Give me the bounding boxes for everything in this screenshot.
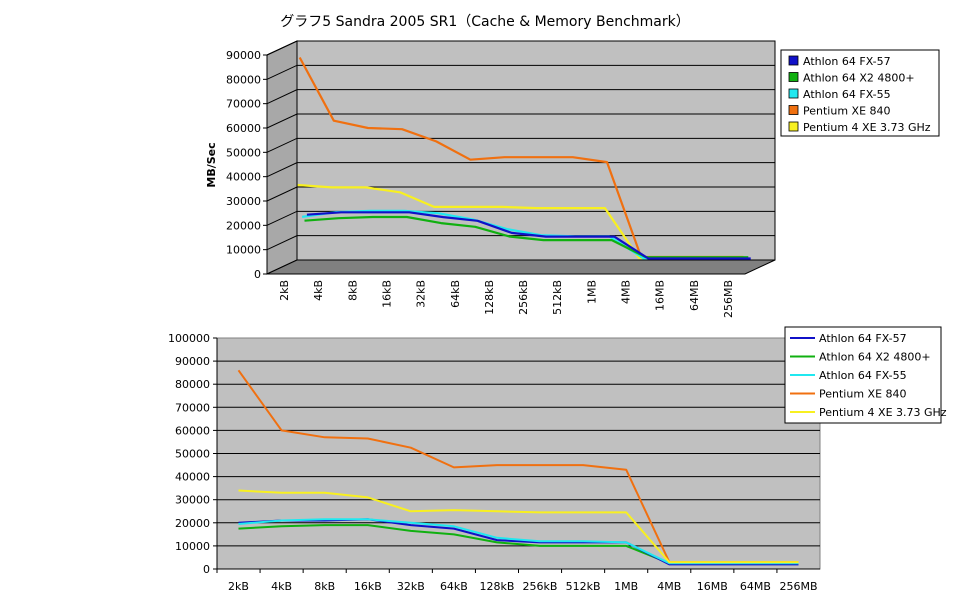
legend-label: Athlon 64 FX-57 [803, 55, 891, 68]
gridline [266, 113, 775, 129]
x-tick-label: 256kB [517, 280, 530, 315]
x-tick-label: 32kB [397, 580, 425, 593]
gridline [266, 162, 775, 178]
series-line-2 [304, 215, 749, 259]
x-tick-label: 512kB [566, 580, 601, 593]
legend-label: Athlon 64 FX-55 [803, 88, 891, 101]
y-tick-label: 10000 [226, 244, 261, 257]
x-tick-label: 16kB [354, 580, 382, 593]
chart-3d-line: 0 10000 20000 30000 40000 50000 60000 70000 8000… [205, 40, 940, 318]
series-line-3 [238, 518, 799, 565]
x-tick-label: 128kB [480, 580, 515, 593]
y-tick-label: 10000 [175, 540, 210, 553]
chart-2d-line: 0 10000 20000 30000 40000 50000 60000 70000 8000… [168, 326, 947, 593]
legend-swatch [788, 55, 799, 66]
x-tick-label: 1MB [585, 280, 598, 304]
y-axis-label: MB/Sec [205, 142, 218, 187]
y-tick-label: 0 [254, 268, 261, 281]
legend-label: Athlon 64 FX-55 [819, 369, 907, 382]
x-tick-label: 64kB [449, 280, 462, 308]
y-tick-label: 60000 [175, 424, 210, 437]
y-tick-label: 70000 [226, 98, 261, 111]
gridline [266, 40, 775, 56]
side-wall [266, 40, 298, 275]
floor [266, 259, 776, 275]
legend-label: Pentium XE 840 [819, 388, 907, 401]
legend-label: Pentium 4 XE 3.73 GHz [803, 121, 931, 134]
x-tick-label: 4kB [312, 280, 325, 301]
x-tick-label: 32kB [415, 280, 428, 308]
gridline [266, 137, 775, 153]
y-tick-label: 90000 [175, 355, 210, 368]
y-tick-label: 20000 [226, 219, 261, 232]
y-tick-label: 50000 [226, 146, 261, 159]
x-tick-label: 256MB [722, 280, 735, 318]
x-tick-label: 8kB [346, 280, 359, 301]
legend-label: Athlon 64 X2 4800+ [803, 72, 915, 85]
legend-swatch [788, 88, 799, 99]
x-tick-label: 64MB [740, 580, 771, 593]
x-tick-label: 256MB [779, 580, 817, 593]
x-tick-label: 16MB [697, 580, 728, 593]
y-tick-label: 100000 [168, 332, 210, 345]
y-tick-label: 20000 [175, 517, 210, 530]
y-tick-label: 30000 [175, 494, 210, 507]
legend-label: Pentium XE 840 [803, 105, 891, 118]
x-tick-label: 1MB [614, 580, 638, 593]
x-tick-label: 64kB [440, 580, 468, 593]
y-tick-label: 80000 [226, 73, 261, 86]
page-title: グラフ5 Sandra 2005 SR1（Cache & Memory Benc… [280, 14, 689, 30]
series-line-1 [306, 211, 751, 260]
x-tick-label: 16kB [381, 280, 394, 308]
x-tick-label: 4MB [657, 580, 681, 593]
back-wall [296, 40, 776, 261]
x-tick-label: 512kB [551, 280, 564, 315]
y-tick-label: 30000 [226, 195, 261, 208]
gridline [266, 64, 775, 80]
legend-swatch [788, 72, 799, 82]
legend-box [780, 49, 940, 137]
gridline [266, 235, 775, 251]
gridline [266, 89, 775, 105]
legend-label: Athlon 64 FX-57 [819, 332, 907, 345]
y-tick-label: 70000 [175, 401, 210, 414]
x-tick-label: 8kB [314, 580, 335, 593]
x-tick-label: 128kB [483, 280, 496, 315]
y-tick-label: 40000 [226, 171, 261, 184]
legend-label: Athlon 64 X2 4800+ [819, 351, 931, 364]
y-tick-label: 40000 [175, 471, 210, 484]
x-tick-label: 64MB [688, 280, 701, 311]
y-tick-label: 90000 [226, 49, 261, 62]
x-tick-label: 2kB [278, 280, 291, 301]
x-tick-label: 2kB [228, 580, 249, 593]
y-tick-label: 0 [203, 563, 210, 576]
series-line-5 [238, 489, 799, 564]
x-tick-label: 256kB [523, 580, 558, 593]
legend-swatch [788, 121, 799, 132]
x-tick-label: 4MB [620, 280, 633, 304]
x-tick-label: 4kB [271, 580, 292, 593]
legend-label: Pentium 4 XE 3.73 GHz [819, 406, 947, 419]
x-tick-label: 16MB [654, 280, 667, 311]
y-tick-label: 60000 [226, 122, 261, 135]
legend-swatch [788, 105, 799, 115]
y-tick-label: 50000 [175, 448, 210, 461]
y-tick-label: 80000 [175, 378, 210, 391]
gridline [266, 210, 775, 226]
